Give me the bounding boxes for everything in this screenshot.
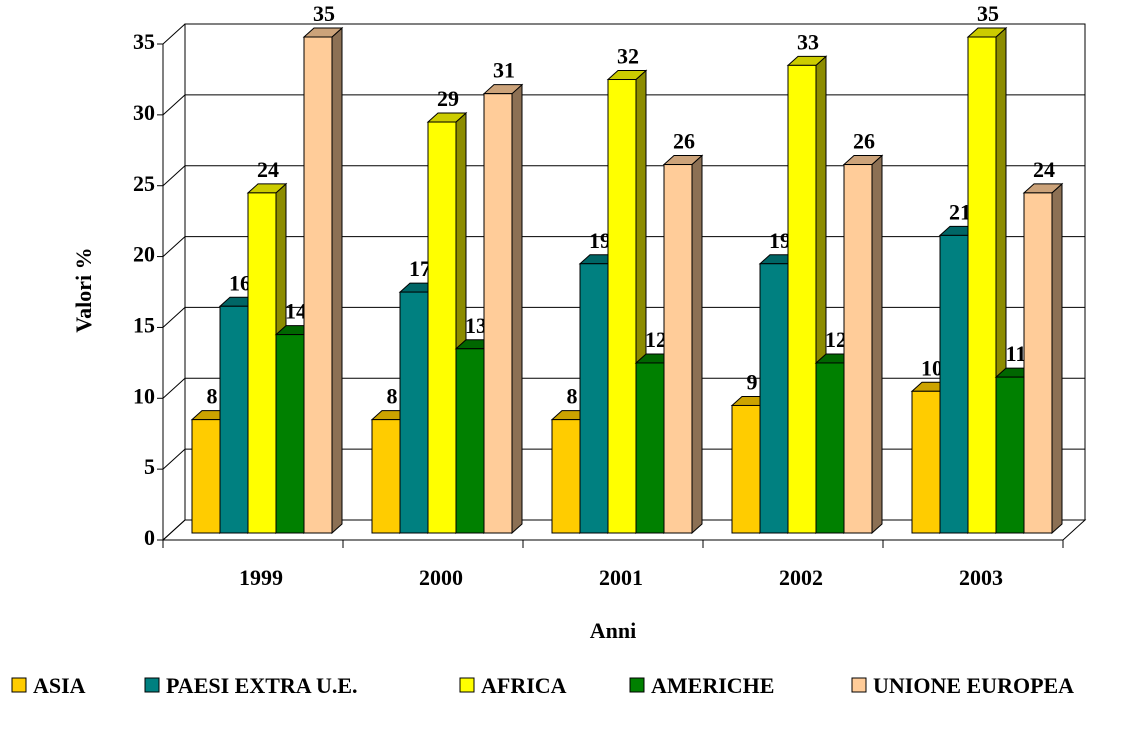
grid-line (162, 94, 186, 116)
y-axis-title: Valori % (71, 247, 96, 332)
x-tick-label: 1999 (239, 565, 283, 590)
data-label: 35 (977, 1, 999, 26)
data-label: 19 (589, 228, 611, 253)
legend-label: UNIONE EUROPEA (873, 673, 1074, 698)
bar-front (939, 234, 969, 534)
y-tick-label: 35 (133, 29, 155, 54)
data-label: 31 (493, 58, 515, 83)
bar-side (691, 154, 703, 535)
legend-label: AFRICA (481, 673, 567, 698)
bar-front (247, 192, 277, 534)
bar-front (815, 362, 845, 534)
bar (302, 26, 344, 535)
bar (662, 154, 704, 535)
bar-front (371, 419, 401, 534)
legend-swatch (851, 677, 867, 693)
bar-front (967, 36, 997, 534)
grid-line (162, 307, 186, 328)
data-label: 21 (949, 199, 971, 224)
bar-front (275, 334, 305, 534)
data-label: 13 (465, 313, 487, 338)
bar-front (995, 376, 1025, 534)
y-tick-label: 10 (133, 383, 155, 408)
bar (842, 154, 884, 535)
x-axis-title: Anni (590, 618, 636, 643)
bar-side (511, 83, 523, 535)
bar-front (303, 36, 333, 534)
bar (966, 26, 1008, 535)
data-label: 17 (409, 256, 431, 281)
legend-label: ASIA (33, 673, 86, 698)
grid-line (162, 377, 186, 399)
data-label: 26 (853, 129, 875, 154)
bar-front (911, 390, 941, 534)
legend-label: PAESI EXTRA U.E. (166, 673, 358, 698)
data-label: 24 (257, 157, 279, 182)
data-label: 9 (747, 370, 758, 395)
bar-front (579, 263, 609, 534)
data-label: 8 (207, 384, 218, 409)
x-tick-label: 2003 (959, 565, 1003, 590)
bar-front (191, 419, 221, 534)
y-tick-label: 20 (133, 242, 155, 267)
grid-line (162, 236, 186, 257)
data-label: 32 (617, 44, 639, 69)
data-label: 19 (769, 228, 791, 253)
bar-front (551, 419, 581, 534)
bar-front (427, 121, 457, 534)
bar-front (399, 291, 429, 534)
grid-line (162, 519, 186, 541)
grid-line (162, 165, 186, 187)
legend-swatch (11, 677, 27, 693)
bar-front (483, 93, 513, 534)
bar-front (635, 362, 665, 534)
y-tick-label: 0 (144, 525, 155, 550)
bar-front (787, 64, 817, 534)
data-label: 10 (921, 355, 943, 380)
bar-front (219, 305, 249, 534)
bar-front (455, 348, 485, 534)
bar-front (663, 164, 693, 534)
x-tick-label: 2001 (599, 565, 643, 590)
y-tick-label: 15 (133, 312, 155, 337)
legend-swatch (459, 677, 475, 693)
y-tick-label: 30 (133, 100, 155, 125)
data-label: 14 (285, 299, 307, 324)
x-tick-label: 2000 (419, 565, 463, 590)
bar-front (1023, 192, 1053, 534)
data-label: 33 (797, 29, 819, 54)
data-label: 26 (673, 129, 695, 154)
legend-swatch (144, 677, 160, 693)
data-label: 35 (313, 1, 335, 26)
bar-side (331, 26, 343, 535)
grid-line (162, 23, 186, 45)
data-label: 24 (1033, 157, 1055, 182)
grid-line (162, 448, 186, 470)
bar-front (759, 263, 789, 534)
data-label: 16 (229, 270, 251, 295)
x-tick-label: 2002 (779, 565, 823, 590)
legend-swatch (629, 677, 645, 693)
bar-front (843, 164, 873, 534)
bar-side (871, 154, 883, 535)
data-label: 8 (387, 384, 398, 409)
data-label: 12 (645, 327, 667, 352)
data-label: 29 (437, 86, 459, 111)
data-label: 12 (825, 327, 847, 352)
data-label: 8 (567, 384, 578, 409)
y-tick-label: 25 (133, 171, 155, 196)
bar-front (607, 79, 637, 534)
bar (482, 83, 524, 535)
bar-side (1051, 182, 1063, 535)
data-label: 11 (1006, 341, 1027, 366)
y-tick-label: 5 (144, 454, 155, 479)
bar (370, 409, 412, 535)
bar-front (731, 404, 761, 534)
legend-label: AMERICHE (651, 673, 774, 698)
bar (1022, 182, 1064, 535)
